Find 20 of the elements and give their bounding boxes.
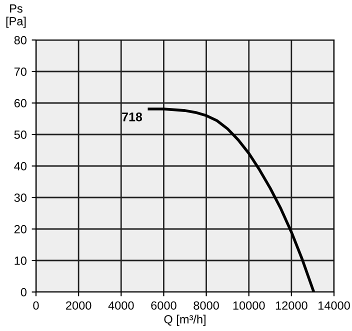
x-tick-label: 10000 [233, 301, 265, 310]
y-tick-label: 0 [20, 288, 27, 296]
series-label: 718 [122, 112, 142, 122]
x-tick-label: 8000 [194, 301, 219, 310]
x-tick-label: 12000 [276, 301, 308, 310]
y-tick-label: 70 [14, 68, 27, 76]
y-tick-label: 20 [14, 225, 27, 234]
y-tick-label: 60 [14, 99, 27, 108]
x-tick-label: 6000 [151, 301, 176, 310]
x-tick-label: 4000 [108, 301, 134, 310]
y-tick-label: 80 [14, 36, 27, 44]
y-tick-label: 10 [14, 256, 27, 265]
y-tick-label: 40 [14, 162, 27, 170]
x-tick-label: 14000 [318, 301, 350, 310]
x-tick-label: 0 [33, 301, 39, 310]
x-tick-label: 2000 [66, 301, 92, 310]
x-axis-title: Q [m³/h] [164, 314, 206, 326]
y-tick-label: 50 [14, 130, 27, 139]
y-tick-label: 30 [14, 194, 27, 202]
y-axis-title: Ps [Pa] [6, 4, 26, 28]
